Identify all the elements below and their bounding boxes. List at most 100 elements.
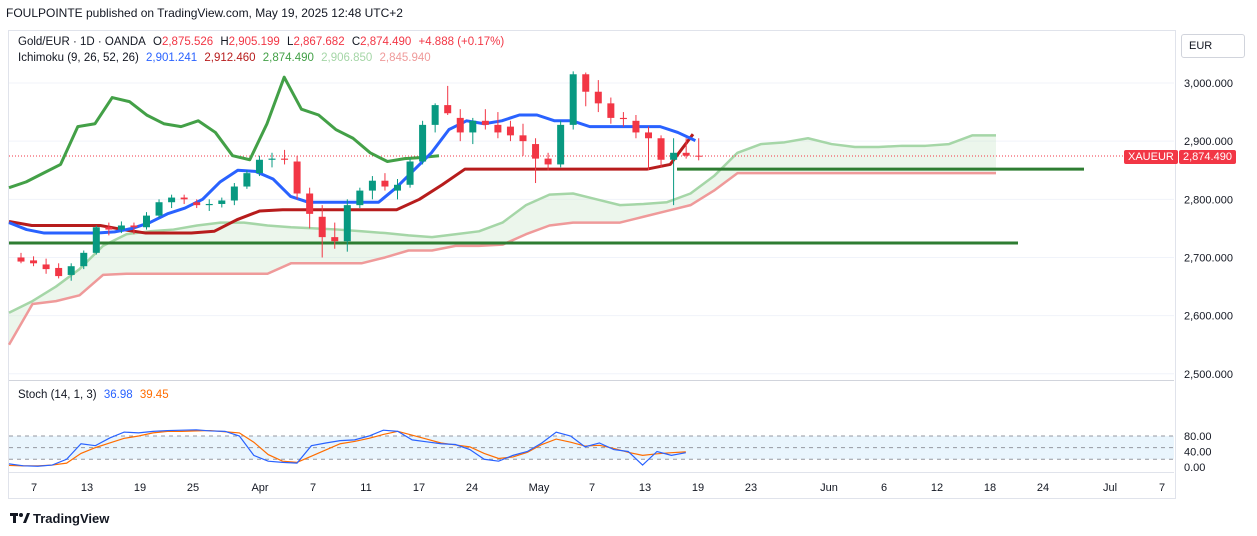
time-tick-label: May bbox=[529, 482, 550, 494]
candle-body bbox=[180, 197, 188, 200]
candle-body bbox=[168, 197, 176, 203]
close-value: 2,874.490 bbox=[360, 36, 412, 48]
candle-body bbox=[105, 227, 113, 230]
candle-body bbox=[594, 91, 602, 104]
candle-body bbox=[557, 124, 565, 165]
stoch-tick-label: 0.00 bbox=[1184, 462, 1205, 474]
publication-header: FOULPOINTE published on TradingView.com,… bbox=[6, 6, 403, 20]
candle-body bbox=[456, 117, 464, 133]
candle-body bbox=[343, 205, 351, 242]
stoch-k-line bbox=[8, 429, 686, 467]
candle-body bbox=[193, 202, 201, 206]
time-tick-label: 7 bbox=[31, 482, 37, 494]
time-tick-label: Jul bbox=[1103, 482, 1117, 494]
ichimoku-conversion-line bbox=[8, 113, 697, 235]
chart-frame bbox=[8, 30, 1176, 499]
candle-body bbox=[544, 158, 552, 165]
candle-body bbox=[582, 74, 590, 92]
ichimoku-label: Ichimoku (9, 26, 52, 26) bbox=[18, 52, 139, 64]
close-label: C bbox=[351, 36, 361, 48]
time-tick-label: 24 bbox=[1037, 482, 1049, 494]
ichimoku-leading-span-a bbox=[8, 134, 996, 314]
time-tick-label: 7 bbox=[589, 482, 595, 494]
candle-body bbox=[381, 180, 389, 187]
ichimoku-leading-span-b bbox=[7, 171, 996, 346]
time-tick-label: Jun bbox=[820, 482, 838, 494]
symbol-label[interactable]: Gold/EUR · 1D · OANDA bbox=[18, 36, 146, 48]
price-tick-label: 2,700.000 bbox=[1184, 252, 1233, 264]
candle-body bbox=[17, 257, 25, 262]
time-tick-label: 19 bbox=[692, 482, 704, 494]
time-tick-label: 13 bbox=[81, 482, 93, 494]
candle-body bbox=[281, 158, 289, 160]
low-value: 2,867.682 bbox=[293, 36, 345, 48]
candle-body bbox=[80, 252, 88, 267]
candle-body bbox=[42, 264, 50, 270]
candle-body bbox=[218, 200, 226, 204]
candle-body bbox=[519, 135, 527, 142]
candle-body bbox=[532, 144, 540, 159]
stoch-legend[interactable]: Stoch (14, 1, 3) 36.98 39.45 bbox=[18, 389, 173, 401]
time-tick-label: Apr bbox=[251, 482, 268, 494]
stoch-k-value: 36.98 bbox=[103, 389, 133, 401]
last-price-tag: 2,874.490 bbox=[1179, 150, 1236, 164]
candle-body bbox=[155, 202, 163, 216]
tradingview-logo-icon bbox=[10, 513, 30, 523]
candle-body bbox=[230, 186, 238, 201]
candle-body bbox=[368, 180, 376, 191]
candle-body bbox=[632, 120, 640, 133]
ichimoku-conversion-value: 2,901.241 bbox=[146, 52, 198, 64]
high-label: H bbox=[220, 36, 229, 48]
candle-body bbox=[117, 225, 125, 230]
candle-body bbox=[695, 155, 703, 157]
stoch-tick-label: 40.00 bbox=[1184, 447, 1212, 459]
candle-body bbox=[243, 173, 251, 187]
candle-body bbox=[645, 132, 652, 139]
candle-body bbox=[255, 159, 263, 174]
time-tick-label: 7 bbox=[1159, 482, 1165, 494]
time-tick-label: 12 bbox=[931, 482, 943, 494]
candle-body bbox=[619, 117, 627, 120]
open-label: O bbox=[153, 36, 162, 48]
candles bbox=[17, 71, 703, 281]
price-tick-label: 2,500.000 bbox=[1184, 369, 1233, 381]
stoch-tick-label: 80.00 bbox=[1184, 431, 1212, 443]
open-value: 2,875.526 bbox=[161, 36, 214, 48]
time-tick-label: 11 bbox=[360, 482, 371, 494]
stoch-d-line bbox=[8, 429, 686, 467]
candle-body bbox=[494, 124, 502, 133]
time-tick-label: 13 bbox=[639, 482, 651, 494]
price-tick-label: 2,800.000 bbox=[1184, 194, 1233, 206]
ichimoku-base-value: 2,912.460 bbox=[204, 52, 256, 64]
tradingview-footer[interactable]: TradingView bbox=[10, 511, 109, 526]
candle-body bbox=[406, 161, 414, 185]
candle-body bbox=[506, 126, 514, 136]
time-tick-label: 19 bbox=[134, 482, 146, 494]
candle-body bbox=[481, 120, 489, 125]
time-tick-label: 7 bbox=[310, 482, 316, 494]
candle-body bbox=[306, 193, 314, 214]
low-label: L bbox=[287, 36, 294, 48]
currency-selector[interactable]: EUR bbox=[1181, 34, 1245, 58]
candle-body bbox=[356, 190, 364, 206]
candle-body bbox=[130, 225, 138, 228]
ichimoku-lagging-span bbox=[8, 75, 440, 190]
high-value: 2,905.199 bbox=[228, 36, 280, 48]
candle-body bbox=[293, 161, 301, 194]
change-value: +4.888 (+0.17%) bbox=[418, 36, 505, 48]
candle-body bbox=[469, 120, 477, 133]
ichimoku-legend[interactable]: Ichimoku (9, 26, 52, 26) 2,901.241 2,912… bbox=[18, 52, 435, 64]
tradingview-brand: TradingView bbox=[33, 511, 110, 526]
ichimoku-cloud bbox=[9, 135, 996, 345]
candle-body bbox=[92, 227, 100, 253]
candle-body bbox=[67, 266, 75, 275]
candle-body bbox=[657, 138, 665, 160]
candle-body bbox=[55, 267, 63, 277]
candle-body bbox=[331, 237, 339, 242]
time-tick-label: 18 bbox=[984, 482, 996, 494]
candle-body bbox=[682, 152, 690, 156]
stoch-band bbox=[9, 436, 1174, 460]
time-tick-label: 17 bbox=[413, 482, 425, 494]
candle-body bbox=[444, 105, 452, 114]
